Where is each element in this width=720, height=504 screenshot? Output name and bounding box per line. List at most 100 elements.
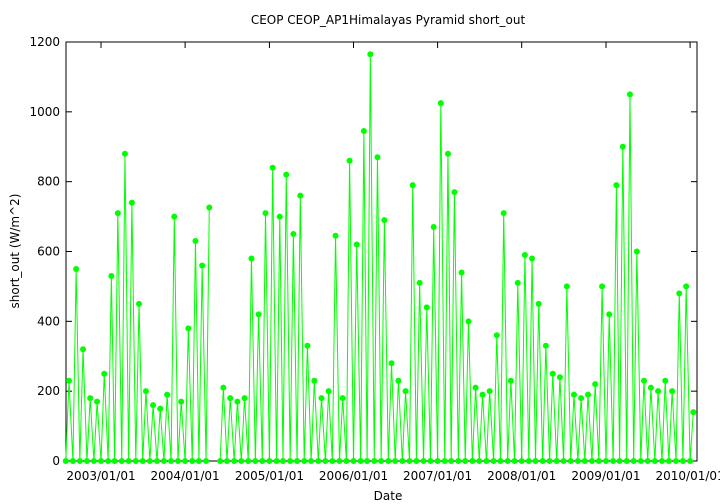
data-point bbox=[308, 458, 315, 464]
data-point bbox=[665, 458, 672, 464]
data-point bbox=[616, 458, 623, 464]
data-point bbox=[483, 458, 490, 464]
data-point bbox=[283, 171, 290, 178]
data-point bbox=[687, 458, 694, 464]
data-point bbox=[610, 458, 617, 464]
data-point bbox=[423, 304, 430, 311]
x-axis-label: Date bbox=[374, 489, 403, 503]
data-point bbox=[90, 458, 97, 464]
data-point bbox=[507, 377, 514, 384]
data-point bbox=[430, 224, 437, 231]
data-point bbox=[132, 458, 139, 464]
data-point bbox=[655, 388, 662, 395]
x-tick-label: 2004/01/01 bbox=[151, 469, 220, 483]
data-point bbox=[322, 458, 329, 464]
data-point bbox=[171, 213, 178, 220]
data-point bbox=[311, 377, 318, 384]
data-point bbox=[195, 458, 202, 464]
x-tick-label: 2010/01/01 bbox=[656, 469, 720, 483]
series-line bbox=[65, 54, 694, 462]
data-point bbox=[486, 388, 493, 395]
data-point bbox=[658, 458, 665, 464]
data-point bbox=[500, 210, 507, 217]
data-point bbox=[497, 458, 504, 464]
data-point bbox=[203, 458, 210, 464]
data-point bbox=[599, 283, 606, 290]
data-point bbox=[472, 384, 479, 391]
data-point bbox=[532, 458, 539, 464]
y-tick-label: 200 bbox=[37, 384, 60, 398]
data-point bbox=[434, 458, 441, 464]
data-point bbox=[336, 458, 343, 464]
data-point bbox=[206, 204, 213, 211]
data-point bbox=[574, 458, 581, 464]
data-point bbox=[62, 458, 69, 464]
data-point bbox=[185, 325, 192, 332]
data-point bbox=[294, 458, 301, 464]
data-point bbox=[637, 458, 644, 464]
data-point bbox=[644, 458, 651, 464]
y-tick-label: 600 bbox=[37, 245, 60, 259]
data-point bbox=[273, 458, 280, 464]
data-point bbox=[350, 458, 357, 464]
data-point bbox=[388, 360, 395, 367]
data-point bbox=[164, 391, 171, 398]
data-point bbox=[146, 458, 153, 464]
data-point bbox=[619, 143, 626, 150]
data-point bbox=[535, 300, 542, 307]
data-point bbox=[413, 458, 420, 464]
data-point bbox=[245, 458, 252, 464]
x-tick-label: 2006/01/01 bbox=[319, 469, 388, 483]
data-point bbox=[669, 388, 676, 395]
data-point bbox=[98, 458, 105, 464]
data-point bbox=[420, 458, 427, 464]
data-point bbox=[153, 458, 160, 464]
data-point bbox=[65, 377, 72, 384]
data-point bbox=[360, 128, 367, 135]
data-point bbox=[301, 458, 308, 464]
data-point bbox=[339, 395, 346, 402]
data-point bbox=[444, 150, 451, 157]
data-point bbox=[182, 458, 189, 464]
data-point bbox=[280, 458, 287, 464]
data-point bbox=[189, 458, 196, 464]
data-point bbox=[493, 332, 500, 339]
data-point bbox=[630, 458, 637, 464]
data-point bbox=[220, 384, 227, 391]
data-point bbox=[174, 458, 181, 464]
data-point bbox=[462, 458, 469, 464]
data-point bbox=[290, 231, 297, 238]
data-point bbox=[248, 255, 255, 262]
data-point bbox=[651, 458, 658, 464]
data-point bbox=[563, 283, 570, 290]
data-point bbox=[690, 409, 697, 416]
data-point bbox=[87, 395, 94, 402]
data-point bbox=[451, 189, 458, 196]
data-point bbox=[553, 458, 560, 464]
data-point bbox=[514, 279, 521, 286]
data-point bbox=[157, 405, 164, 412]
data-point bbox=[231, 458, 238, 464]
x-tick-label: 2005/01/01 bbox=[235, 469, 304, 483]
data-point bbox=[406, 458, 413, 464]
data-point bbox=[108, 272, 115, 279]
data-point bbox=[266, 458, 273, 464]
data-point bbox=[150, 402, 157, 409]
data-point bbox=[80, 346, 87, 353]
data-point bbox=[595, 458, 602, 464]
data-point bbox=[683, 283, 690, 290]
data-point bbox=[118, 458, 125, 464]
data-point bbox=[455, 458, 462, 464]
y-tick-label: 800 bbox=[37, 175, 60, 189]
data-point bbox=[160, 458, 167, 464]
data-point bbox=[518, 458, 525, 464]
data-point bbox=[437, 100, 444, 107]
y-tick-label: 400 bbox=[37, 314, 60, 328]
data-point bbox=[168, 458, 175, 464]
data-point bbox=[325, 388, 332, 395]
data-point bbox=[357, 458, 364, 464]
y-tick-label: 1000 bbox=[29, 105, 60, 119]
data-point bbox=[241, 395, 248, 402]
data-point bbox=[385, 458, 392, 464]
data-point bbox=[539, 458, 546, 464]
